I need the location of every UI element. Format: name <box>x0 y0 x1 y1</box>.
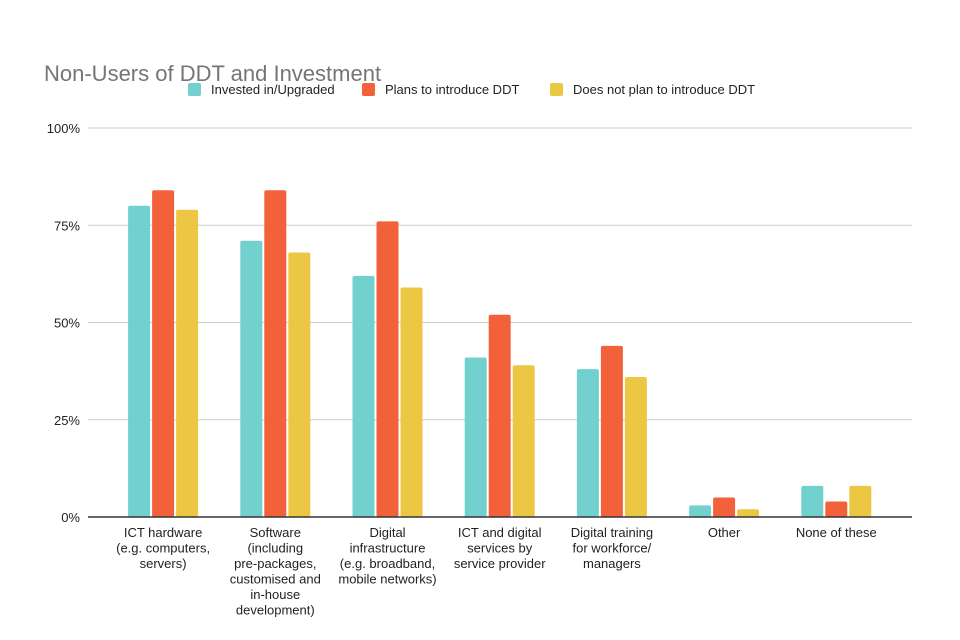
x-tick-label: None of these <box>796 525 877 540</box>
y-tick-label: 0% <box>61 510 80 525</box>
legend-swatch-plans <box>362 83 375 96</box>
legend-swatch-invested <box>188 83 201 96</box>
bar[interactable]: Plans to introduce DDT: 44% <box>600 345 623 517</box>
legend-label-plans: Plans to introduce DDT <box>385 82 520 97</box>
x-axis-labels: ICT hardware (e.g. computers, servers) Soft… <box>116 525 877 618</box>
bar[interactable]: Does not plan to introduce DDT: 8% <box>849 485 872 517</box>
y-tick-label: 75% <box>54 218 80 233</box>
legend-item-no-plans[interactable]: Does not plan to introduce DDT <box>550 82 755 97</box>
bar[interactable]: Does not plan to introduce DDT: 79% <box>176 209 199 517</box>
x-tick-label: ICT hardware (e.g. computers, servers) <box>116 525 210 571</box>
x-tick-label: Digital infrastructure (e.g. broadband, mob… <box>338 525 436 587</box>
bar[interactable]: Plans to introduce DDT: 4% <box>825 501 848 517</box>
bar[interactable]: Plans to introduce DDT: 52% <box>488 314 511 517</box>
bar[interactable]: Does not plan to introduce DDT: 68% <box>288 252 311 518</box>
x-tick-label: Other <box>708 525 741 540</box>
y-tick-label: 100% <box>47 121 81 136</box>
x-tick-label: Software (including pre-packages, customise… <box>230 525 321 618</box>
legend-item-plans[interactable]: Plans to introduce DDT <box>362 82 519 97</box>
legend-label-no-plans: Does not plan to introduce DDT <box>573 82 756 97</box>
legend-item-invested[interactable]: Invested in/Upgraded <box>188 82 335 97</box>
bar[interactable]: Plans to introduce DDT: 5% <box>713 497 736 517</box>
legend-label-invested: Invested in/Upgraded <box>211 82 335 97</box>
bar[interactable]: Plans to introduce DDT: 84% <box>152 190 175 518</box>
x-tick-label: ICT and digital services by service provid… <box>454 525 546 571</box>
bar[interactable]: Does not plan to introduce DDT: 59% <box>400 287 423 517</box>
bar[interactable]: Does not plan to introduce DDT: 36% <box>624 376 647 517</box>
bar[interactable]: Plans to introduce DDT: 84% <box>264 190 287 518</box>
bar[interactable]: Invested in/Upgraded: 41% <box>464 357 487 517</box>
bar[interactable]: Does not plan to introduce DDT: 39% <box>512 365 535 517</box>
y-tick-label: 50% <box>54 316 80 331</box>
bar[interactable]: Invested in/Upgraded: 62% <box>352 275 375 517</box>
bar[interactable]: Invested in/Upgraded: 38% <box>576 369 599 517</box>
bar[interactable]: Invested in/Upgraded: 3% <box>689 505 712 517</box>
y-tick-label: 25% <box>54 413 80 428</box>
chart-title: Non-Users of DDT and Investment <box>44 61 382 86</box>
legend-swatch-no-plans <box>550 83 563 96</box>
bars: Invested in/Upgraded: 80%Plans to introd… <box>128 190 872 518</box>
bar[interactable]: Invested in/Upgraded: 80% <box>128 205 151 518</box>
bar[interactable]: Does not plan to introduce DDT: 2% <box>737 509 760 517</box>
bar[interactable]: Invested in/Upgraded: 71% <box>240 240 263 517</box>
y-axis: 0% 25% 50% 75% 100% <box>47 121 81 525</box>
bar[interactable]: Invested in/Upgraded: 8% <box>801 485 824 517</box>
bar[interactable]: Plans to introduce DDT: 76% <box>376 221 399 518</box>
x-tick-label: Digital training for workforce/managers <box>571 525 653 571</box>
chart-legend: Invested in/Upgraded Plans to introduce … <box>0 82 960 100</box>
